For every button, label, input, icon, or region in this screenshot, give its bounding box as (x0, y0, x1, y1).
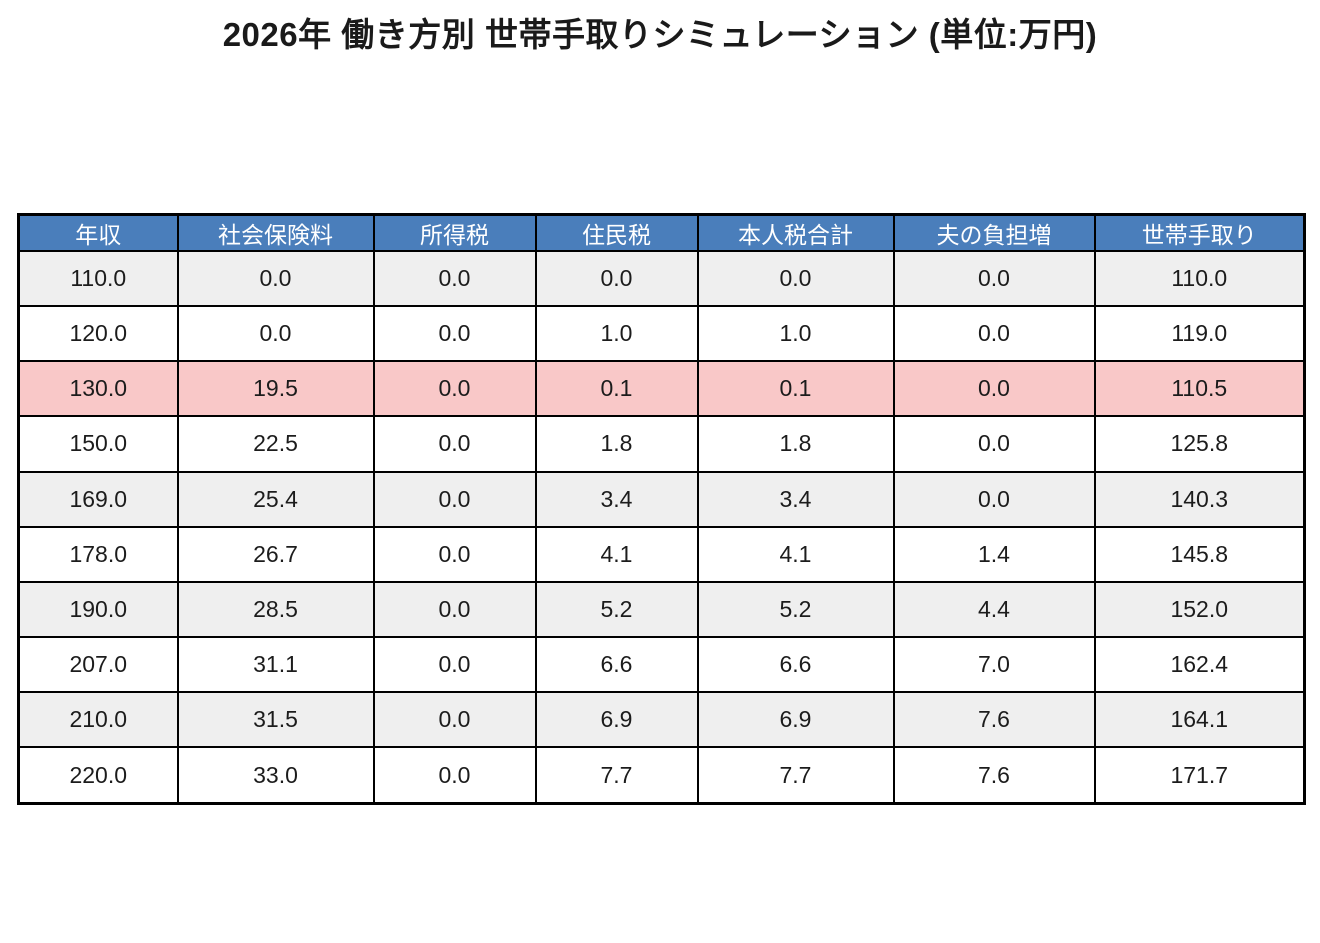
table-cell: 0.0 (372, 305, 537, 363)
table-cell: 25.4 (176, 470, 375, 528)
table-cell: 110.0 (17, 249, 179, 308)
table-cell: 190.0 (17, 580, 179, 638)
table-row: 210.0 31.5 0.0 6.9 6.9 7.6 164.1 (17, 691, 1306, 749)
table-row: 110.0 0.0 0.0 0.0 0.0 0.0 110.0 (17, 249, 1306, 308)
table-cell: 1.8 (534, 415, 699, 473)
table-cell: 19.5 (176, 360, 375, 418)
table-cell: 5.2 (696, 580, 895, 638)
table-row: 120.0 0.0 0.0 1.0 1.0 0.0 119.0 (17, 305, 1306, 363)
table-cell: 169.0 (17, 470, 179, 528)
table-cell: 4.4 (892, 580, 1096, 638)
table-cell: 140.3 (1093, 470, 1306, 528)
table-row: 150.0 22.5 0.0 1.8 1.8 0.0 125.8 (17, 415, 1306, 473)
table-cell: 0.1 (534, 360, 699, 418)
table-cell: 125.8 (1093, 415, 1306, 473)
column-header: 夫の負担増 (892, 213, 1096, 252)
table-cell: 120.0 (17, 305, 179, 363)
table-header-row: 年収 社会保険料 所得税 住民税 本人税合計 夫の負担増 世帯手取り (17, 213, 1306, 252)
table-row: 207.0 31.1 0.0 6.6 6.6 7.0 162.4 (17, 635, 1306, 694)
column-header: 本人税合計 (696, 213, 895, 252)
table-cell: 7.7 (534, 746, 699, 805)
table-cell: 0.0 (176, 305, 375, 363)
table-cell: 3.4 (696, 470, 895, 528)
table-cell: 150.0 (17, 415, 179, 473)
table-cell: 3.4 (534, 470, 699, 528)
table-cell: 7.0 (892, 635, 1096, 694)
table-cell: 26.7 (176, 525, 375, 583)
table-cell: 0.0 (892, 249, 1096, 308)
table-cell: 4.1 (534, 525, 699, 583)
table-cell: 171.7 (1093, 746, 1306, 805)
table-cell: 220.0 (17, 746, 179, 805)
table-row: 169.0 25.4 0.0 3.4 3.4 0.0 140.3 (17, 470, 1306, 528)
table-cell: 7.7 (696, 746, 895, 805)
table-cell: 1.8 (696, 415, 895, 473)
table-cell: 7.6 (892, 691, 1096, 749)
table-cell: 6.6 (534, 635, 699, 694)
table-cell: 7.6 (892, 746, 1096, 805)
table-cell: 5.2 (534, 580, 699, 638)
table-cell: 6.6 (696, 635, 895, 694)
page-title: 2026年 働き方別 世帯手取りシミュレーション (単位:万円) (222, 16, 1098, 53)
table-cell: 31.5 (176, 691, 375, 749)
table-cell: 0.0 (372, 580, 537, 638)
column-header: 所得税 (372, 213, 537, 252)
table-cell: 0.0 (372, 746, 537, 805)
table-cell: 110.0 (1093, 249, 1306, 308)
table-row: 190.0 28.5 0.0 5.2 5.2 4.4 152.0 (17, 580, 1306, 638)
table-cell: 145.8 (1093, 525, 1306, 583)
simulation-table: 年収 社会保険料 所得税 住民税 本人税合計 夫の負担増 世帯手取り 110.0 0.0 0.0… (17, 213, 1306, 805)
table-cell: 28.5 (176, 580, 375, 638)
table-cell: 0.0 (892, 360, 1096, 418)
table-cell: 0.0 (696, 249, 895, 308)
table-cell: 6.9 (534, 691, 699, 749)
table-cell: 164.1 (1093, 691, 1306, 749)
table-cell: 0.0 (892, 305, 1096, 363)
table-cell: 22.5 (176, 415, 375, 473)
table-cell: 1.4 (892, 525, 1096, 583)
table-cell: 6.9 (696, 691, 895, 749)
table-cell: 4.1 (696, 525, 895, 583)
table-cell: 0.0 (892, 415, 1096, 473)
table-cell: 0.0 (372, 691, 537, 749)
table-row-highlighted: 130.0 19.5 0.0 0.1 0.1 0.0 110.5 (17, 360, 1306, 418)
table-cell: 0.0 (372, 470, 537, 528)
table-cell: 0.0 (892, 470, 1096, 528)
table-cell: 33.0 (176, 746, 375, 805)
column-header: 年収 (17, 213, 179, 252)
table-cell: 178.0 (17, 525, 179, 583)
table-cell: 0.0 (372, 360, 537, 418)
table-cell: 1.0 (534, 305, 699, 363)
table-cell: 0.1 (696, 360, 895, 418)
table-row: 220.0 33.0 0.0 7.7 7.7 7.6 171.7 (17, 746, 1306, 805)
column-header: 住民税 (534, 213, 699, 252)
table-cell: 0.0 (372, 415, 537, 473)
column-header: 世帯手取り (1093, 213, 1306, 252)
table-cell: 162.4 (1093, 635, 1306, 694)
table-cell: 0.0 (372, 249, 537, 308)
table-cell: 130.0 (17, 360, 179, 418)
table-cell: 210.0 (17, 691, 179, 749)
table-cell: 152.0 (1093, 580, 1306, 638)
table-cell: 0.0 (534, 249, 699, 308)
table-cell: 0.0 (372, 635, 537, 694)
table-row: 178.0 26.7 0.0 4.1 4.1 1.4 145.8 (17, 525, 1306, 583)
table-cell: 0.0 (372, 525, 537, 583)
table-cell: 119.0 (1093, 305, 1306, 363)
table-cell: 207.0 (17, 635, 179, 694)
column-header: 社会保険料 (176, 213, 375, 252)
table-cell: 31.1 (176, 635, 375, 694)
table-cell: 1.0 (696, 305, 895, 363)
table-cell: 0.0 (176, 249, 375, 308)
table-cell: 110.5 (1093, 360, 1306, 418)
